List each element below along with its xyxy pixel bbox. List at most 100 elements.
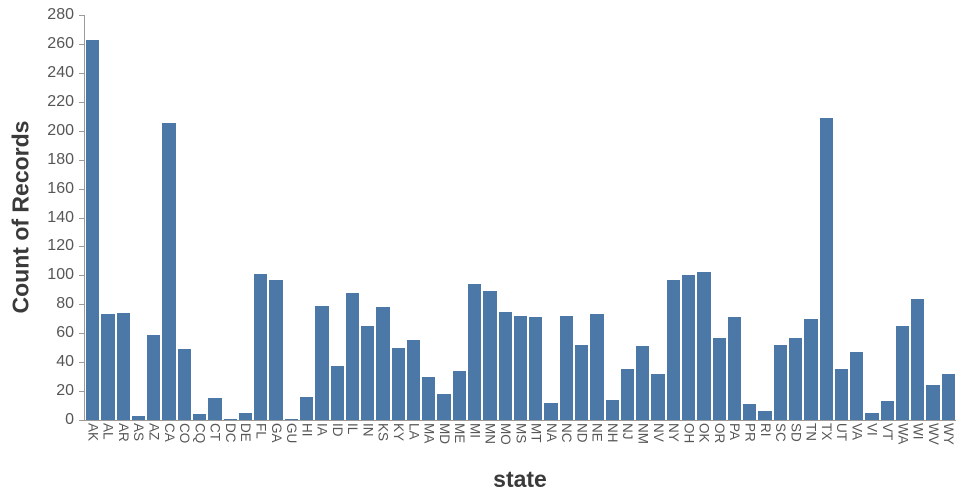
- x-tick-label: NH: [604, 423, 620, 443]
- x-tick-label: PA: [727, 423, 743, 441]
- x-tick-label: GU: [284, 423, 300, 444]
- x-tick-cell: OR: [712, 423, 727, 459]
- bar-MN: [483, 291, 497, 420]
- x-tick-label: VA: [849, 423, 865, 441]
- y-tick-mark: [79, 275, 84, 277]
- y-tick-mark: [79, 420, 84, 421]
- x-tick-label: ME: [452, 423, 468, 444]
- x-tick-label: TN: [803, 423, 819, 441]
- bar-IN: [361, 325, 375, 420]
- y-tick-mark: [79, 72, 84, 74]
- x-tick-label: HI: [299, 423, 315, 437]
- x-tick-cell: MO: [498, 423, 513, 459]
- y-tick-label: 120: [47, 237, 74, 255]
- bar-NV: [651, 373, 665, 420]
- bar-AR: [116, 312, 130, 420]
- bar-TX: [819, 117, 833, 420]
- bar-MA: [422, 376, 436, 420]
- x-tick-label: VI: [864, 423, 880, 436]
- x-tick-label: AL: [100, 423, 116, 440]
- bar-MT: [529, 317, 543, 420]
- x-tick-label: UT: [834, 423, 850, 441]
- y-tick-label: 60: [56, 324, 74, 342]
- x-tick-label: IL: [345, 423, 361, 435]
- x-tick-label: SD: [788, 423, 804, 442]
- bar-TN: [804, 318, 818, 420]
- bar-CQ: [192, 414, 207, 420]
- bar-IL: [345, 292, 360, 420]
- bar-WA: [895, 325, 910, 420]
- x-tick-cell: NM: [635, 423, 651, 459]
- x-tick-label: NJ: [620, 423, 636, 440]
- x-tick-cell: DE: [238, 423, 253, 459]
- y-tick-mark: [79, 304, 84, 306]
- x-tick-label: NE: [589, 423, 605, 442]
- x-tick-label: GA: [268, 423, 284, 443]
- bar-WV: [926, 385, 940, 420]
- y-tick-label: 220: [47, 92, 74, 110]
- x-tick-label: VT: [880, 423, 896, 441]
- x-tick-cell: MD: [436, 423, 452, 459]
- x-tick-cell: ID: [330, 423, 345, 459]
- y-tick-mark: [79, 101, 84, 103]
- bar-NY: [666, 279, 680, 420]
- y-tick-label: 20: [56, 382, 74, 400]
- y-tick-mark: [79, 188, 84, 190]
- bar-AL: [101, 314, 115, 420]
- y-tick-mark: [79, 43, 84, 45]
- x-tick-cell: VI: [864, 423, 880, 459]
- x-tick-label: CQ: [192, 423, 208, 444]
- x-tick-cell: AZ: [146, 423, 162, 459]
- bar-SD: [788, 337, 803, 420]
- y-tick-mark: [79, 333, 84, 335]
- x-tick-label: MS: [513, 423, 529, 444]
- plot-area: [84, 15, 956, 421]
- x-tick-cell: AR: [116, 423, 131, 459]
- bar-MS: [513, 315, 528, 420]
- bar-WY: [941, 373, 956, 420]
- x-tick-label: KY: [391, 423, 407, 442]
- bar-AK: [86, 39, 100, 420]
- x-tick-label: ND: [574, 423, 590, 443]
- bar-IA: [315, 305, 329, 420]
- x-tick-label: AK: [85, 423, 101, 442]
- x-tick-cell: AK: [85, 423, 100, 459]
- bar-SC: [773, 344, 787, 420]
- x-tick-label: AS: [131, 423, 147, 442]
- x-tick-cell: CO: [177, 423, 192, 459]
- bars-group: [85, 15, 956, 420]
- bar-PA: [727, 317, 742, 420]
- x-tick-label: ID: [329, 423, 345, 437]
- x-tick-cell: SD: [788, 423, 803, 459]
- x-tick-label: CO: [177, 423, 193, 444]
- x-tick-cell: NA: [543, 423, 559, 459]
- bar-OR: [712, 337, 726, 420]
- x-tick-cell: UT: [834, 423, 849, 459]
- bar-CT: [208, 398, 222, 420]
- x-tick-cell: KY: [391, 423, 406, 459]
- x-tick-cell: IN: [360, 423, 375, 459]
- x-tick-cell: IA: [314, 423, 330, 459]
- bar-UT: [834, 369, 849, 420]
- x-tick-label: OH: [681, 423, 697, 444]
- x-tick-cell: PA: [727, 423, 742, 459]
- y-tick-label: 0: [65, 411, 74, 428]
- x-tick-label: IN: [360, 423, 376, 437]
- bar-ND: [575, 344, 589, 420]
- x-tick-label: TX: [818, 423, 834, 441]
- bar-MI: [468, 284, 482, 420]
- x-tick-cell: ME: [452, 423, 467, 459]
- y-tick-label: 80: [56, 295, 74, 313]
- x-tick-label: MA: [421, 423, 437, 444]
- bar-GA: [269, 279, 283, 420]
- x-tick-cell: LA: [406, 423, 421, 459]
- x-tick-label: SC: [773, 423, 789, 442]
- bar-MO: [498, 311, 512, 420]
- bar-CO: [177, 349, 191, 420]
- bar-DE: [238, 412, 253, 420]
- bar-LA: [406, 340, 421, 420]
- y-tick-label: 280: [47, 6, 74, 23]
- x-tick-cell: NJ: [620, 423, 635, 459]
- x-tick-label: WV: [925, 423, 941, 445]
